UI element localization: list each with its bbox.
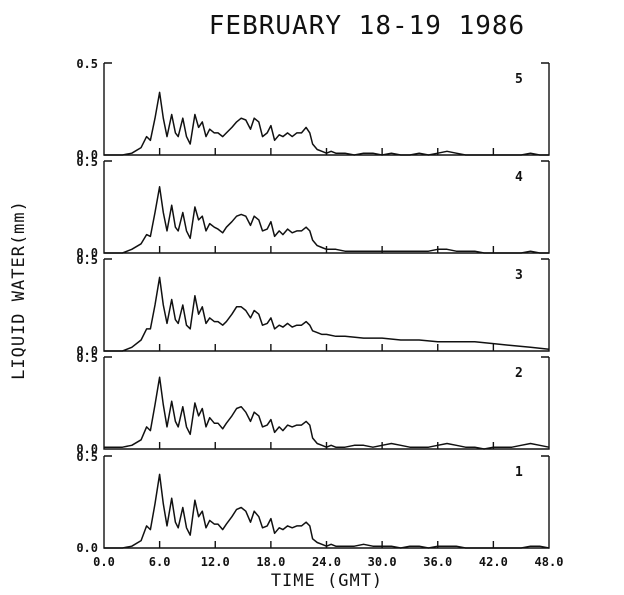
- panel-1: 0.0 0.5 1: [76, 450, 550, 555]
- panel-label: 1: [515, 465, 523, 480]
- panel-label: 3: [515, 268, 523, 283]
- x-tick-label: 6.0: [149, 555, 171, 569]
- series-line-2: [104, 376, 550, 450]
- y-tick-label: 0.5: [76, 155, 98, 169]
- y-tick-label: 0.0: [76, 246, 98, 260]
- x-tick-label: 12.0: [201, 555, 230, 569]
- panel-4: 0.0 0.5 4: [76, 155, 550, 260]
- series-line-3: [104, 276, 550, 352]
- x-tick-label: 30.0: [368, 555, 397, 569]
- panel-label: 2: [515, 366, 523, 381]
- y-tick-label: 0.0: [76, 344, 98, 358]
- panel-2: 0.0 0.5 2: [76, 351, 550, 456]
- panel-label: 5: [515, 72, 523, 87]
- chart-title: FEBRUARY 18-19 1986: [209, 11, 525, 41]
- x-tick-label: 18.0: [256, 555, 285, 569]
- series-line-1: [104, 473, 550, 549]
- panel-frame: [103, 62, 550, 156]
- y-tick-label: 0.5: [76, 57, 98, 71]
- y-tick-label: 0.0: [76, 541, 98, 555]
- panel-label: 4: [515, 170, 523, 185]
- x-tick-label: 0.0: [93, 555, 115, 569]
- panel-3: 0.0 0.5 3: [76, 253, 550, 358]
- series-line-4: [104, 186, 549, 254]
- y-tick-label: 0.5: [76, 253, 98, 267]
- series-line-5: [104, 91, 549, 156]
- y-tick-label: 0.0: [76, 442, 98, 456]
- y-tick-label: 0.0: [76, 148, 98, 162]
- y-tick-label: 0.5: [76, 450, 98, 464]
- x-tick-labels: 0.0 6.0 12.0 18.0 24.0 30.0 36.0 42.0 48.0: [93, 555, 563, 569]
- x-tick-label: 24.0: [312, 555, 341, 569]
- panel-5: 0.0 0.5 5: [76, 57, 550, 162]
- panels-group: 0.00.550.00.540.00.530.00.520.00.51: [76, 57, 550, 555]
- x-axis-title: TIME (GMT): [271, 571, 383, 591]
- y-axis-title: LIQUID WATER(mm): [9, 200, 29, 380]
- x-tick-label: 48.0: [535, 555, 564, 569]
- y-tick-label: 0.5: [76, 351, 98, 365]
- x-tick-label: 36.0: [423, 555, 452, 569]
- x-tick-label: 42.0: [479, 555, 508, 569]
